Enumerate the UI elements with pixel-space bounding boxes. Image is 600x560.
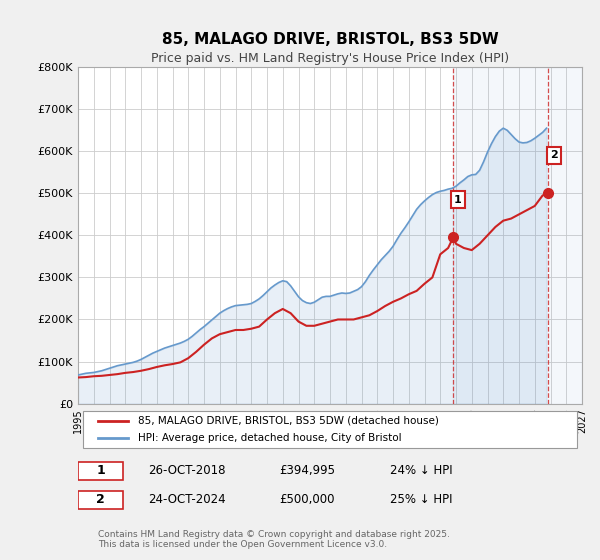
Text: 25% ↓ HPI: 25% ↓ HPI	[391, 493, 453, 506]
Text: 85, MALAGO DRIVE, BRISTOL, BS3 5DW (detached house): 85, MALAGO DRIVE, BRISTOL, BS3 5DW (deta…	[139, 416, 439, 426]
Text: 1: 1	[454, 195, 462, 204]
Text: Price paid vs. HM Land Registry's House Price Index (HPI): Price paid vs. HM Land Registry's House …	[151, 52, 509, 66]
Text: £394,995: £394,995	[280, 464, 335, 477]
Text: 24% ↓ HPI: 24% ↓ HPI	[391, 464, 453, 477]
Text: 2: 2	[550, 151, 558, 161]
Text: 85, MALAGO DRIVE, BRISTOL, BS3 5DW: 85, MALAGO DRIVE, BRISTOL, BS3 5DW	[161, 32, 499, 46]
Text: 26-OCT-2018: 26-OCT-2018	[149, 464, 226, 477]
Text: £500,000: £500,000	[280, 493, 335, 506]
Text: HPI: Average price, detached house, City of Bristol: HPI: Average price, detached house, City…	[139, 433, 402, 444]
FancyBboxPatch shape	[78, 462, 124, 480]
Text: 2: 2	[97, 493, 105, 506]
Bar	[453, 67, 582, 404]
FancyBboxPatch shape	[83, 411, 577, 448]
FancyBboxPatch shape	[78, 491, 124, 509]
Text: Contains HM Land Registry data © Crown copyright and database right 2025.
This d: Contains HM Land Registry data © Crown c…	[98, 530, 450, 549]
Text: 24-OCT-2024: 24-OCT-2024	[149, 493, 226, 506]
Text: 1: 1	[97, 464, 105, 477]
